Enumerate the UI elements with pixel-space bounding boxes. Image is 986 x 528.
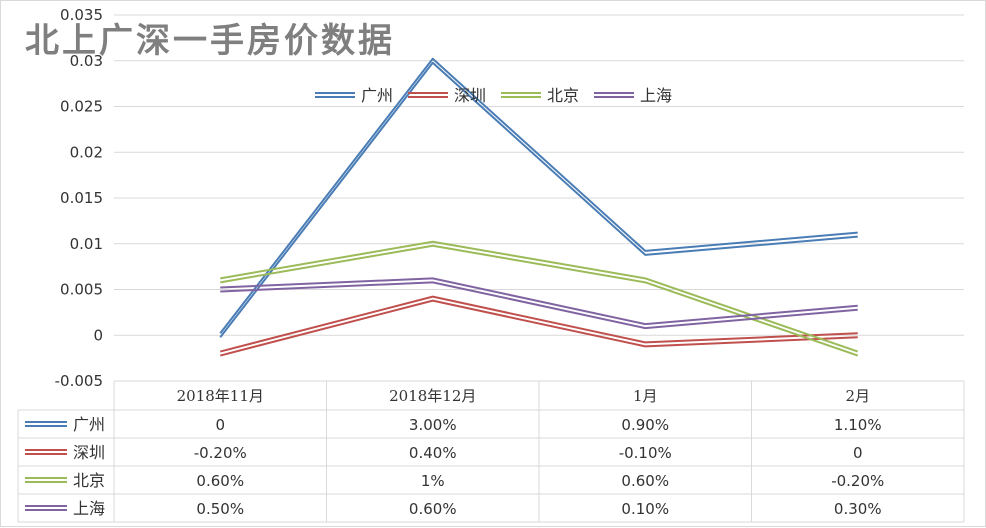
x-category-label: 2018年11月 (177, 387, 264, 405)
table-cell-value: 0.10% (621, 500, 669, 518)
table-cell-value: 0.50% (196, 500, 244, 518)
legend-entry: 深圳 (454, 86, 486, 105)
table-series-name: 深圳 (73, 443, 105, 462)
table-cell-value: -0.20% (194, 444, 247, 462)
y-tick-label: 0.025 (60, 98, 103, 116)
table-cell-value: 0.60% (409, 500, 457, 518)
series-lines (219, 57, 859, 357)
table-cell-value: 0.30% (834, 500, 882, 518)
series-line (219, 299, 858, 357)
table-cell-value: 1% (421, 472, 445, 490)
y-tick-label: 0.035 (60, 6, 103, 24)
legend-entry: 上海 (640, 86, 672, 105)
y-tick-label: 0.01 (70, 235, 103, 253)
y-tick-label: -0.005 (55, 372, 103, 390)
legend-entry: 广州 (361, 86, 393, 105)
x-category-label: 1月 (633, 387, 658, 405)
series-line (220, 281, 858, 330)
series-line (219, 57, 858, 334)
legend: 广州 深圳 北京 上海 (315, 86, 672, 105)
table-series-name: 上海 (73, 499, 105, 518)
table-cell-value: 0 (215, 416, 225, 434)
table-cell-value: 0.60% (621, 472, 669, 490)
table-series-name: 广州 (73, 415, 105, 434)
y-tick-label: 0.03 (70, 52, 103, 70)
series-line (219, 295, 858, 353)
series-line (220, 277, 858, 326)
table-cell-value: 0.60% (196, 472, 244, 490)
table-cell-value: 0 (853, 444, 863, 462)
x-category-label: 2018年12月 (389, 387, 476, 405)
table-cell-value: 0.40% (409, 444, 457, 462)
x-category-label: 2月 (845, 387, 870, 405)
grid-lines (114, 14, 964, 382)
y-tick-label: 0.005 (60, 281, 103, 299)
y-tick-label: 0.015 (60, 189, 103, 207)
table-cell-value: 1.10% (834, 416, 882, 434)
table-series-name: 北京 (73, 471, 105, 490)
table-cell-value: -0.10% (619, 444, 672, 462)
chart-title: 北上广深一手房价数据 (25, 21, 395, 61)
table-cell-value: 3.00% (409, 416, 457, 434)
table-cell-value: -0.20% (831, 472, 884, 490)
legend-entry: 北京 (547, 86, 579, 105)
series-line (219, 61, 858, 338)
table-cell-value: 0.90% (621, 416, 669, 434)
y-tick-label: 0.02 (70, 143, 103, 161)
y-tick-label: 0 (93, 326, 103, 344)
y-axis: -0.005 0 0.005 0.01 0.015 0.02 0.025 0.03 0.035 (55, 6, 103, 390)
